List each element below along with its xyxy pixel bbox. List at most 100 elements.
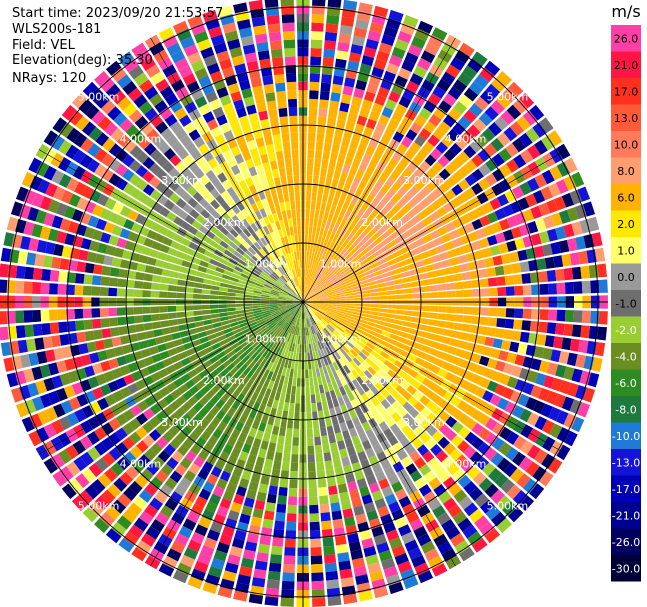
ppi-gate xyxy=(231,273,241,280)
ppi-gate xyxy=(272,399,279,409)
ppi-gate xyxy=(240,340,249,349)
ppi-gate xyxy=(271,425,280,436)
ppi-gate xyxy=(298,268,301,277)
ppi-gate xyxy=(162,405,174,417)
ppi-gate xyxy=(284,547,296,556)
ppi-gate xyxy=(219,286,228,292)
ppi-gate xyxy=(150,371,162,383)
ppi-gate xyxy=(43,377,55,392)
ppi-gate xyxy=(307,308,314,316)
ppi-gate xyxy=(252,438,262,448)
ppi-gate xyxy=(310,555,323,565)
ppi-gate xyxy=(320,319,328,327)
ppi-gate xyxy=(269,299,278,302)
ppi-gate xyxy=(308,278,313,287)
ppi-gate xyxy=(383,271,393,278)
ppi-gate xyxy=(375,122,387,134)
ppi-gate xyxy=(331,278,339,285)
ppi-gate xyxy=(200,209,211,219)
ppi-gate xyxy=(363,225,373,235)
ppi-gate xyxy=(58,416,72,431)
ppi-gate xyxy=(154,336,165,345)
ppi-gate xyxy=(287,305,296,310)
ppi-gate xyxy=(202,481,215,493)
ppi-gate xyxy=(402,413,414,424)
ppi-gate xyxy=(298,276,301,286)
ppi-gate xyxy=(252,268,261,276)
ppi-gate xyxy=(111,499,126,514)
ppi-gate xyxy=(210,199,220,210)
ppi-gate xyxy=(339,448,348,459)
ppi-gate xyxy=(219,94,232,106)
ppi-gate xyxy=(227,288,237,293)
ppi-gate xyxy=(329,231,336,241)
ppi-gate xyxy=(546,322,557,335)
ppi-gate xyxy=(97,473,112,488)
ppi-gate xyxy=(306,420,313,429)
ppi-gate xyxy=(248,0,263,11)
ppi-gate xyxy=(264,388,272,398)
ppi-gate xyxy=(506,431,520,445)
ppi-gate xyxy=(272,382,279,392)
ppi-gate xyxy=(571,266,582,280)
ppi-gate xyxy=(97,350,108,362)
ppi-gate xyxy=(296,251,300,260)
ppi-gate xyxy=(397,406,408,418)
ppi-gate xyxy=(94,93,110,109)
ppi-gate xyxy=(115,148,129,162)
ppi-gate xyxy=(243,297,253,301)
ppi-gate xyxy=(316,332,322,342)
ppi-gate xyxy=(485,432,498,446)
range-rings xyxy=(0,0,608,607)
ppi-gate xyxy=(190,88,204,101)
ppi-gate xyxy=(325,337,332,346)
ppi-gate xyxy=(275,281,283,288)
ppi-gate xyxy=(110,462,124,477)
ppi-gate xyxy=(399,436,411,449)
ppi-gate xyxy=(250,516,262,527)
ppi-gate xyxy=(202,442,214,454)
ppi-gate xyxy=(295,286,300,295)
ppi-gate xyxy=(312,411,318,421)
ppi-gate xyxy=(118,268,128,278)
ppi-gate xyxy=(269,251,277,260)
ppi-gate xyxy=(159,291,168,298)
ppi-gate xyxy=(259,248,267,257)
ppi-gate xyxy=(309,291,317,297)
ppi-gate xyxy=(208,566,223,578)
ppi-gate xyxy=(321,219,327,229)
ppi-gate xyxy=(82,308,92,319)
ppi-gate xyxy=(422,233,433,244)
ppi-gate xyxy=(249,446,260,457)
ppi-gate xyxy=(272,537,284,547)
ppi-gate xyxy=(484,143,498,157)
ppi-gate xyxy=(327,309,336,314)
ppi-gate xyxy=(487,358,498,369)
ppi-gate xyxy=(357,255,366,264)
ppi-gate xyxy=(59,122,74,138)
ppi-gate xyxy=(351,282,360,288)
ppi-gate xyxy=(349,104,360,115)
ppi-gate xyxy=(547,362,559,376)
ppi-gate xyxy=(160,276,170,284)
ppi-gate xyxy=(280,246,286,255)
ppi-gate xyxy=(10,201,24,217)
ppi-gate xyxy=(297,277,300,286)
ppi-gate xyxy=(496,495,512,511)
colorbar-tick: 2.0 xyxy=(617,218,635,231)
ppi-gate xyxy=(86,431,100,445)
ppi-gate xyxy=(237,574,251,585)
ppi-gate xyxy=(188,431,200,443)
ppi-gate xyxy=(471,374,483,386)
ppi-gate xyxy=(433,261,443,270)
ring-label: 3.00km xyxy=(403,416,445,429)
ppi-gate xyxy=(215,330,225,338)
ppi-gate xyxy=(212,165,223,176)
ppi-gate xyxy=(509,121,525,136)
ppi-gate xyxy=(394,516,408,529)
ppi-gate xyxy=(256,552,269,563)
ppi-gate xyxy=(478,413,491,426)
ppi-gate xyxy=(345,295,354,299)
ppi-gate xyxy=(335,535,347,546)
ppi-gate xyxy=(58,139,72,155)
